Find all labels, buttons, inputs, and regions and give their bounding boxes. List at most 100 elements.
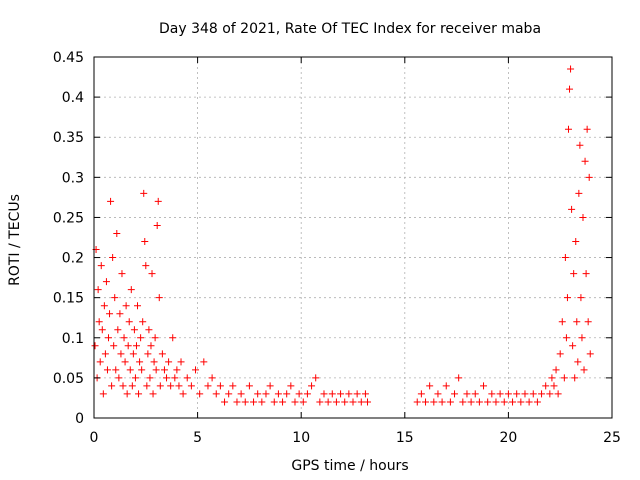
data-point bbox=[570, 270, 578, 278]
data-point bbox=[283, 390, 291, 398]
y-axis-label: ROTI / TECUs bbox=[7, 194, 23, 286]
data-point bbox=[254, 390, 262, 398]
data-point bbox=[115, 374, 123, 382]
data-point bbox=[459, 398, 467, 406]
data-point bbox=[91, 342, 99, 350]
data-point bbox=[475, 398, 483, 406]
data-point bbox=[146, 374, 154, 382]
data-point bbox=[312, 374, 320, 382]
data-point bbox=[117, 350, 125, 358]
data-point bbox=[225, 390, 233, 398]
data-point bbox=[127, 286, 135, 294]
data-point bbox=[150, 358, 158, 366]
data-point bbox=[107, 197, 115, 205]
data-point bbox=[417, 390, 425, 398]
x-axis-label: GPS time / hours bbox=[291, 458, 408, 474]
x-tick-label: 10 bbox=[292, 430, 310, 446]
data-point bbox=[200, 358, 208, 366]
data-point bbox=[451, 390, 459, 398]
x-tick-label: 0 bbox=[90, 430, 99, 446]
data-point bbox=[130, 326, 138, 334]
data-point bbox=[413, 398, 421, 406]
data-point bbox=[548, 374, 556, 382]
data-point bbox=[577, 294, 585, 302]
data-point bbox=[100, 302, 108, 310]
data-point bbox=[175, 382, 183, 390]
data-point bbox=[141, 238, 149, 246]
data-point bbox=[94, 286, 102, 294]
data-point bbox=[492, 398, 500, 406]
data-point bbox=[279, 398, 287, 406]
data-point bbox=[572, 238, 580, 246]
data-point bbox=[221, 398, 229, 406]
data-point bbox=[108, 382, 116, 390]
data-point bbox=[581, 157, 589, 165]
data-point bbox=[575, 189, 583, 197]
data-point bbox=[562, 334, 570, 342]
data-point bbox=[434, 390, 442, 398]
data-point bbox=[109, 254, 117, 262]
data-point bbox=[145, 326, 153, 334]
data-point bbox=[169, 334, 177, 342]
data-marks bbox=[91, 65, 594, 406]
y-axis-ticks: 0 0.05 0.1 0.15 0.2 0.25 0.3 0.35 0.4 0.45 bbox=[53, 50, 612, 427]
data-point bbox=[122, 302, 130, 310]
data-point bbox=[173, 366, 181, 374]
data-point bbox=[177, 358, 185, 366]
data-point bbox=[552, 366, 560, 374]
data-point bbox=[114, 326, 122, 334]
data-point bbox=[554, 390, 562, 398]
data-point bbox=[110, 342, 118, 350]
data-point bbox=[101, 350, 109, 358]
data-point bbox=[455, 374, 463, 382]
data-point bbox=[250, 398, 258, 406]
data-point bbox=[149, 390, 157, 398]
data-point bbox=[467, 398, 475, 406]
data-point bbox=[341, 398, 349, 406]
y-tick-label: 0.35 bbox=[53, 130, 84, 146]
data-point bbox=[295, 390, 303, 398]
data-point bbox=[504, 390, 512, 398]
data-point bbox=[353, 390, 361, 398]
data-point bbox=[153, 221, 161, 229]
data-point bbox=[142, 262, 150, 270]
data-point bbox=[136, 358, 144, 366]
data-point bbox=[120, 334, 128, 342]
data-point bbox=[118, 270, 126, 278]
data-point bbox=[158, 350, 166, 358]
data-point bbox=[509, 398, 517, 406]
data-point bbox=[233, 398, 241, 406]
data-point bbox=[561, 254, 569, 262]
data-point bbox=[578, 334, 586, 342]
x-tick-label: 5 bbox=[193, 430, 202, 446]
data-point bbox=[308, 382, 316, 390]
data-point bbox=[212, 390, 220, 398]
data-point bbox=[123, 390, 131, 398]
data-point bbox=[125, 318, 133, 326]
data-point bbox=[171, 374, 179, 382]
data-point bbox=[488, 390, 496, 398]
data-point bbox=[463, 390, 471, 398]
data-point bbox=[332, 398, 340, 406]
data-point bbox=[580, 366, 588, 374]
data-point bbox=[287, 382, 295, 390]
data-point bbox=[328, 390, 336, 398]
data-point bbox=[484, 398, 492, 406]
data-point bbox=[446, 398, 454, 406]
data-point bbox=[135, 390, 143, 398]
data-point bbox=[99, 390, 107, 398]
data-point bbox=[364, 398, 372, 406]
data-point bbox=[546, 390, 554, 398]
data-point bbox=[97, 262, 105, 270]
data-point bbox=[426, 382, 434, 390]
y-tick-label: 0.05 bbox=[53, 371, 84, 387]
grid-lines bbox=[94, 57, 612, 418]
data-point bbox=[126, 366, 134, 374]
data-point bbox=[192, 366, 200, 374]
data-point bbox=[113, 229, 121, 237]
data-point bbox=[542, 382, 550, 390]
data-point bbox=[569, 342, 577, 350]
data-point bbox=[147, 342, 155, 350]
x-axis-ticks: 0 5 10 15 20 25 bbox=[90, 57, 621, 446]
data-point bbox=[138, 366, 146, 374]
